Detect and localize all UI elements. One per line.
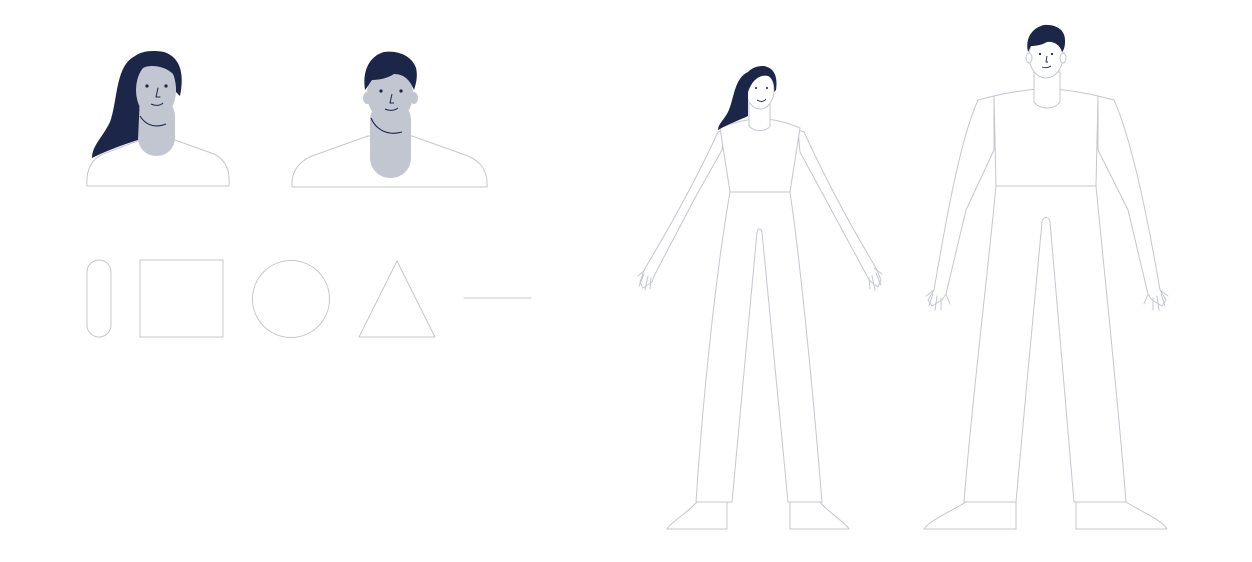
male-bust-neck [370,100,411,178]
male-figure-eye-right [1050,52,1054,56]
male-figure [923,24,1169,530]
male-bust-mouth [384,107,399,111]
female-bust-nose [155,87,161,98]
male-figure-arm-left [927,95,995,307]
male-bust [291,51,488,188]
female-bust-jawline [139,115,167,127]
female-bust [86,51,230,187]
male-figure-nose [1045,55,1048,63]
female-figure-neck [748,101,771,131]
male-figure-arm-right [1097,95,1167,307]
female-figure-shoe-right [789,501,850,530]
male-figure-hair [1027,24,1066,52]
male-bust-jawline [370,117,403,134]
male-bust-nose [389,93,394,104]
female-figure-eye-right [766,87,768,89]
female-bust-bangs [138,57,180,82]
male-bust-ear-right [410,92,418,104]
male-figure-mouth [1041,65,1052,69]
female-bust-shoulders [86,139,230,187]
male-bust-eye-left [379,89,383,93]
male-bust-face [367,66,413,122]
female-bust-face [136,61,176,119]
triangle-shape[interactable] [358,260,436,338]
male-figure-hand-left [925,289,951,311]
capsule-shape[interactable] [86,259,112,338]
male-figure-shoe-left [923,501,1017,530]
male-figure-ear-left [1025,52,1033,64]
male-figure-hand-right [1143,289,1169,311]
female-figure-hair [718,66,777,130]
circle-shape[interactable] [252,260,330,338]
male-bust-ear-left [363,92,371,104]
female-figure-eye-left [755,87,757,89]
female-bust-hair [92,51,182,158]
male-figure-shoe-right [1075,501,1168,530]
female-bust-mouth [150,102,164,106]
female-bust-eye-left [145,84,149,88]
female-figure-shoe-left [666,501,728,530]
male-figure-neck [1033,71,1061,109]
female-figure-hand-left [637,269,652,291]
shape-row [86,259,532,338]
female-figure-legs [695,191,823,503]
male-figure-ear-right [1059,52,1067,64]
female-bust-eye-right [164,84,168,88]
female-figure [637,66,883,530]
male-bust-eye-right [399,89,403,93]
female-figure-hand-right [868,267,883,291]
male-bust-hair [364,51,417,90]
female-figure-arm-right [797,129,882,288]
square-shape[interactable] [139,259,224,338]
male-figure-legs [963,185,1127,503]
male-figure-eye-left [1038,52,1042,56]
female-figure-arm-left [639,129,725,289]
female-figure-mouth [756,98,767,102]
